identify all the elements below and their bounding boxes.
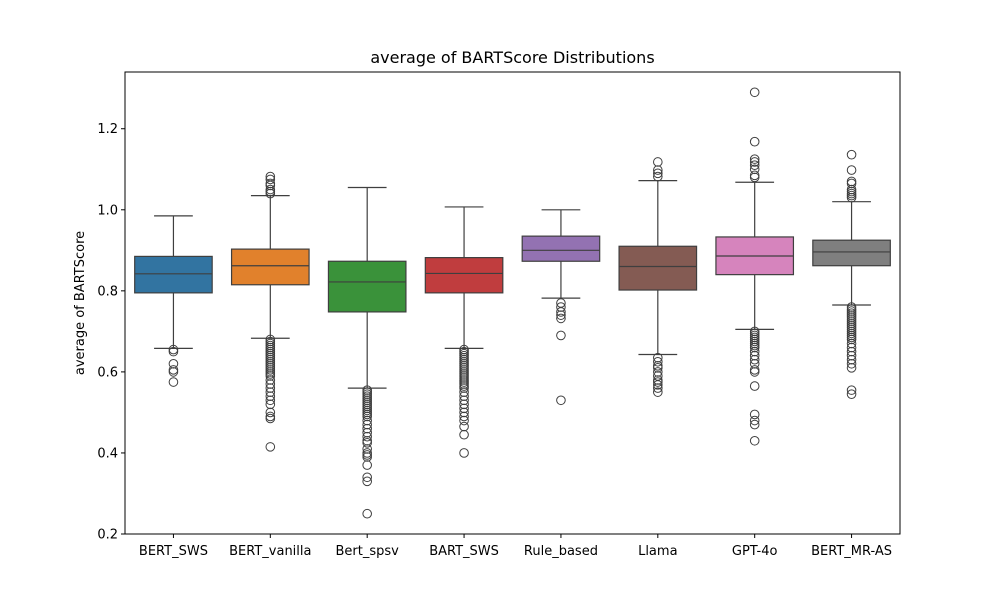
plot-area: 0.2 0.4 0.6 0.8 1.0 1.2 BERT_SWS BERT_vanilla Be… xyxy=(97,87,892,559)
outlier-point xyxy=(749,172,760,183)
outlier-point xyxy=(653,165,663,175)
outlier-point xyxy=(749,154,760,164)
outlier-point xyxy=(168,377,179,387)
outlier-point xyxy=(556,313,566,324)
box-Bert_spsv xyxy=(327,260,407,313)
outlier-point xyxy=(653,356,663,367)
outlier-point xyxy=(168,365,179,375)
x-tick-label: Llama xyxy=(638,544,677,559)
outlier-point xyxy=(265,188,276,199)
y-tick-label: 1.0 xyxy=(97,203,118,218)
outlier-point xyxy=(846,363,857,373)
outlier-point xyxy=(846,358,857,369)
x-tick-label: BERT_vanilla xyxy=(229,544,311,559)
outlier-point xyxy=(362,472,372,483)
outlier-point xyxy=(846,192,857,203)
outlier-point xyxy=(749,419,760,430)
outlier-point xyxy=(168,367,179,377)
y-tick-label: 0.6 xyxy=(97,365,118,380)
box-Llama xyxy=(618,245,698,291)
outlier-point xyxy=(265,174,276,185)
y-axis-label: average of BARTScore xyxy=(73,231,88,375)
outlier-point xyxy=(265,442,276,452)
outlier-point xyxy=(168,346,179,357)
box-BERT_MR-AS xyxy=(812,239,891,267)
outlier-point xyxy=(846,165,857,175)
outlier-point xyxy=(265,407,276,418)
y-tick-label: 0.2 xyxy=(97,528,118,543)
outlier-point xyxy=(362,460,372,470)
outlier-point xyxy=(556,310,566,320)
outlier-point xyxy=(846,385,857,395)
outlier-point xyxy=(749,409,760,420)
outlier-point xyxy=(362,508,372,519)
outlier-point xyxy=(749,415,760,426)
chart-title: average of BARTScore Distributions xyxy=(370,48,654,67)
plot-frame xyxy=(124,71,901,535)
outlier-point xyxy=(846,176,857,187)
outlier-point xyxy=(265,395,276,406)
box-Rule_based xyxy=(521,235,601,262)
outlier-point xyxy=(265,413,276,424)
outlier-point xyxy=(749,367,760,377)
outlier-point xyxy=(556,307,566,317)
x-tick-label: Rule_based xyxy=(524,544,598,559)
outlier-point xyxy=(362,476,372,487)
x-tick-label: Bert_spsv xyxy=(336,544,400,559)
y-tick-label: 0.8 xyxy=(97,284,118,299)
outlier-point xyxy=(556,395,566,406)
outlier-point xyxy=(459,429,469,440)
outlier-point xyxy=(265,186,276,197)
x-tick-label: GPT-4o xyxy=(732,544,778,559)
outlier-point xyxy=(749,170,760,181)
x-tick-label: BERT_MR-AS xyxy=(811,544,892,559)
outlier-point xyxy=(556,330,566,341)
outlier-point xyxy=(749,435,760,446)
box-BART_SWS xyxy=(424,257,504,294)
outlier-point xyxy=(459,411,469,422)
outlier-point xyxy=(653,377,663,387)
outlier-point xyxy=(653,380,663,390)
outlier-point xyxy=(459,448,469,458)
outlier-point xyxy=(362,438,372,448)
outlier-point xyxy=(846,149,857,160)
outlier-point xyxy=(653,168,663,179)
outlier-point xyxy=(362,450,372,460)
x-tick-label: BART_SWS xyxy=(429,544,499,559)
outlier-point xyxy=(749,160,760,171)
outlier-point xyxy=(653,383,663,393)
outlier-point xyxy=(749,365,760,375)
outlier-point xyxy=(749,354,760,365)
y-tick-label: 1.2 xyxy=(97,122,118,137)
outlier-point xyxy=(459,415,469,426)
outlier-point xyxy=(749,87,760,98)
outlier-point xyxy=(653,171,663,182)
outlier-point xyxy=(459,421,469,432)
outlier-point xyxy=(749,136,760,147)
outlier-point xyxy=(749,157,760,167)
outlier-point xyxy=(846,389,857,399)
outlier-point xyxy=(653,387,663,397)
box-BERT_vanilla xyxy=(230,248,310,286)
outlier-point xyxy=(362,431,372,442)
x-tick-label: BERT_SWS xyxy=(139,544,208,559)
box-BERT_SWS xyxy=(134,255,213,294)
outlier-point xyxy=(653,157,663,167)
y-tick-label: 0.4 xyxy=(97,446,118,461)
outlier-point xyxy=(749,381,760,391)
